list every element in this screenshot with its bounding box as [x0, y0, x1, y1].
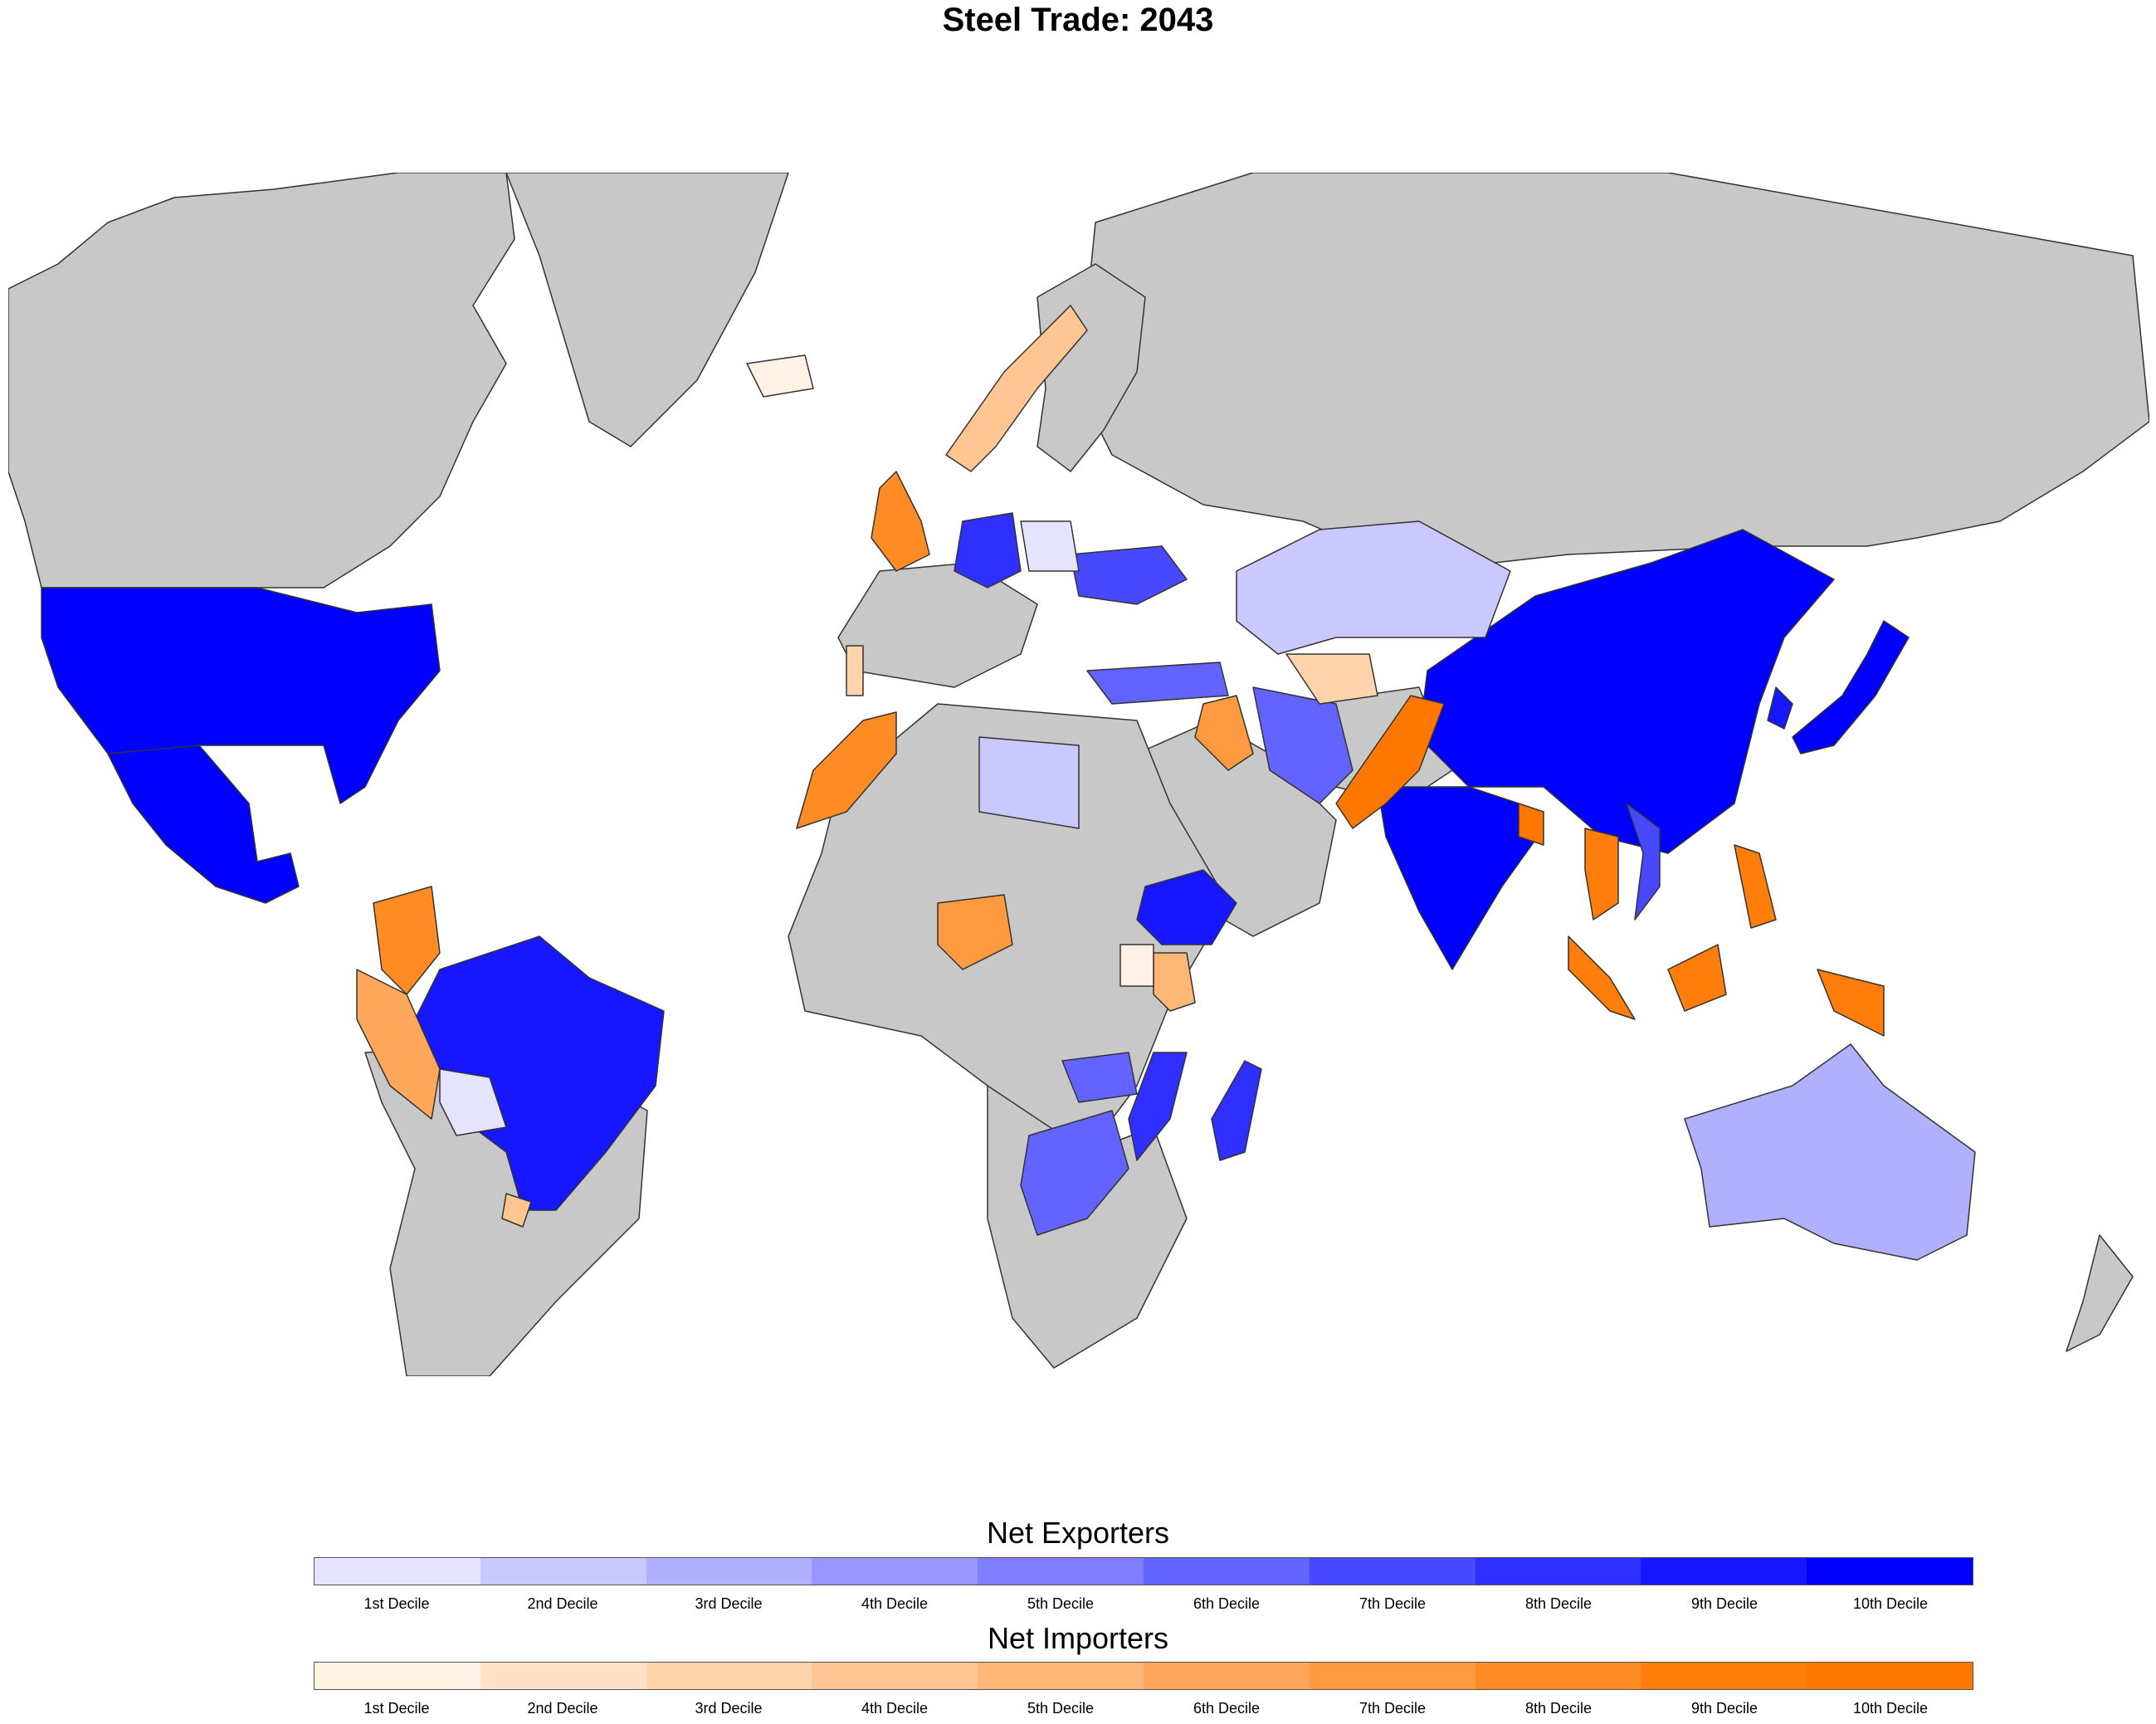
region-poland[interactable]	[1020, 520, 1080, 572]
importers-swatch-10	[1807, 1663, 1973, 1689]
importers-colorbar	[314, 1662, 1973, 1690]
region-pakistan[interactable]	[1335, 695, 1445, 829]
region-peru[interactable]	[356, 969, 441, 1120]
exporters-label-4: 4th Decile	[861, 1595, 929, 1612]
exporters-swatch-9	[1641, 1558, 1807, 1585]
region-libya[interactable]	[978, 736, 1080, 829]
land-north-america-north	[8, 173, 515, 589]
exporters-label-7: 7th Decile	[1358, 1595, 1427, 1612]
importers-swatch-1	[315, 1663, 480, 1689]
region-iraq[interactable]	[1194, 695, 1254, 771]
importers-label-1: 1st Decile	[363, 1700, 430, 1717]
region-uruguay[interactable]	[501, 1193, 532, 1228]
importers-decile-labels: 1st Decile 2nd Decile 3rd Decile 4th Decile…	[314, 1700, 1973, 1717]
region-bolivia[interactable]	[439, 1068, 507, 1136]
land-new-zealand	[2066, 1234, 2134, 1352]
exporters-label-3: 3rd Decile	[695, 1595, 763, 1612]
importers-swatch-4	[812, 1663, 978, 1689]
exporters-label-8: 8th Decile	[1524, 1595, 1593, 1612]
exporters-legend-title: Net Exporters	[986, 1516, 1170, 1550]
region-japan[interactable]	[1792, 620, 1910, 755]
region-bangladesh[interactable]	[1518, 803, 1544, 846]
region-iceland[interactable]	[746, 354, 814, 398]
region-portugal[interactable]	[846, 645, 864, 696]
importers-swatch-8	[1475, 1663, 1641, 1689]
importers-swatch-6	[1143, 1663, 1310, 1689]
exporters-swatch-3	[646, 1558, 812, 1585]
region-norway[interactable]	[945, 305, 1088, 472]
region-vietnam[interactable]	[1626, 803, 1661, 921]
importers-swatch-5	[978, 1663, 1144, 1689]
region-zambia[interactable]	[1061, 1052, 1138, 1103]
exporters-label-5: 5th Decile	[1027, 1595, 1095, 1612]
region-ethiopia[interactable]	[1136, 869, 1237, 945]
region-germany[interactable]	[954, 512, 1022, 589]
region-united-states[interactable]	[41, 587, 441, 804]
importers-label-9: 9th Decile	[1690, 1700, 1758, 1717]
region-mexico[interactable]	[107, 745, 300, 904]
exporters-swatch-4	[812, 1558, 978, 1585]
importers-swatch-3	[646, 1663, 812, 1689]
region-indonesia-borneo[interactable]	[1667, 944, 1727, 1012]
map-title: Steel Trade: 2043	[942, 2, 1214, 38]
region-turkey[interactable]	[1086, 662, 1229, 705]
importers-swatch-7	[1309, 1663, 1476, 1689]
region-south-korea[interactable]	[1767, 686, 1793, 730]
exporters-swatch-2	[480, 1558, 646, 1585]
importers-swatch-2	[480, 1663, 646, 1689]
exporters-decile-labels: 1st Decile 2nd Decile 3rd Decile 4th Decile…	[314, 1595, 1973, 1613]
region-mozambique[interactable]	[1128, 1052, 1188, 1161]
exporters-swatch-10	[1807, 1558, 1973, 1585]
exporters-swatch-5	[978, 1558, 1144, 1585]
importers-label-4: 4th Decile	[861, 1700, 929, 1717]
region-thailand[interactable]	[1584, 828, 1619, 921]
region-madagascar[interactable]	[1211, 1060, 1262, 1161]
importers-label-8: 8th Decile	[1524, 1700, 1593, 1717]
region-india[interactable]	[1377, 786, 1544, 970]
region-south-sudan[interactable]	[1119, 944, 1154, 987]
exporters-label-2: 2nd Decile	[527, 1595, 598, 1612]
importers-swatch-9	[1641, 1663, 1807, 1689]
region-indonesia-sumatra[interactable]	[1568, 935, 1636, 1020]
exporters-swatch-8	[1475, 1558, 1641, 1585]
exporters-label-9: 9th Decile	[1690, 1595, 1758, 1612]
exporters-label-1: 1st Decile	[363, 1595, 430, 1612]
region-south-africa[interactable]	[1020, 1110, 1129, 1236]
importers-label-6: 6th Decile	[1193, 1700, 1261, 1717]
importers-legend-title: Net Importers	[987, 1621, 1169, 1655]
region-united-kingdom[interactable]	[871, 471, 930, 572]
region-china[interactable]	[1418, 529, 1835, 854]
importers-label-5: 5th Decile	[1027, 1700, 1095, 1717]
region-turkmenistan[interactable]	[1285, 653, 1378, 705]
region-philippines[interactable]	[1734, 844, 1777, 929]
exporters-swatch-6	[1143, 1558, 1310, 1585]
region-indonesia-east[interactable]	[1817, 969, 1885, 1037]
land-europe-west	[837, 562, 1038, 688]
region-colombia[interactable]	[373, 886, 441, 995]
exporters-swatch-7	[1309, 1558, 1476, 1585]
exporters-swatch-1	[315, 1558, 480, 1585]
exporters-label-10: 10th Decile	[1852, 1595, 1929, 1612]
land-greenland	[505, 173, 789, 447]
region-ukraine[interactable]	[1070, 545, 1188, 605]
exporters-colorbar	[314, 1557, 1973, 1585]
exporters-label-6: 6th Decile	[1193, 1595, 1261, 1612]
importers-label-3: 3rd Decile	[695, 1700, 763, 1717]
region-morocco[interactable]	[796, 711, 897, 829]
importers-label-2: 2nd Decile	[527, 1700, 598, 1717]
importers-label-10: 10th Decile	[1852, 1700, 1929, 1717]
land-russia	[1078, 173, 2149, 572]
region-australia[interactable]	[1684, 1043, 1976, 1261]
region-kenya[interactable]	[1153, 952, 1196, 1012]
world-map	[8, 173, 2149, 1376]
region-kazakhstan[interactable]	[1236, 520, 1511, 655]
region-nigeria[interactable]	[937, 894, 1013, 970]
importers-label-7: 7th Decile	[1358, 1700, 1427, 1717]
